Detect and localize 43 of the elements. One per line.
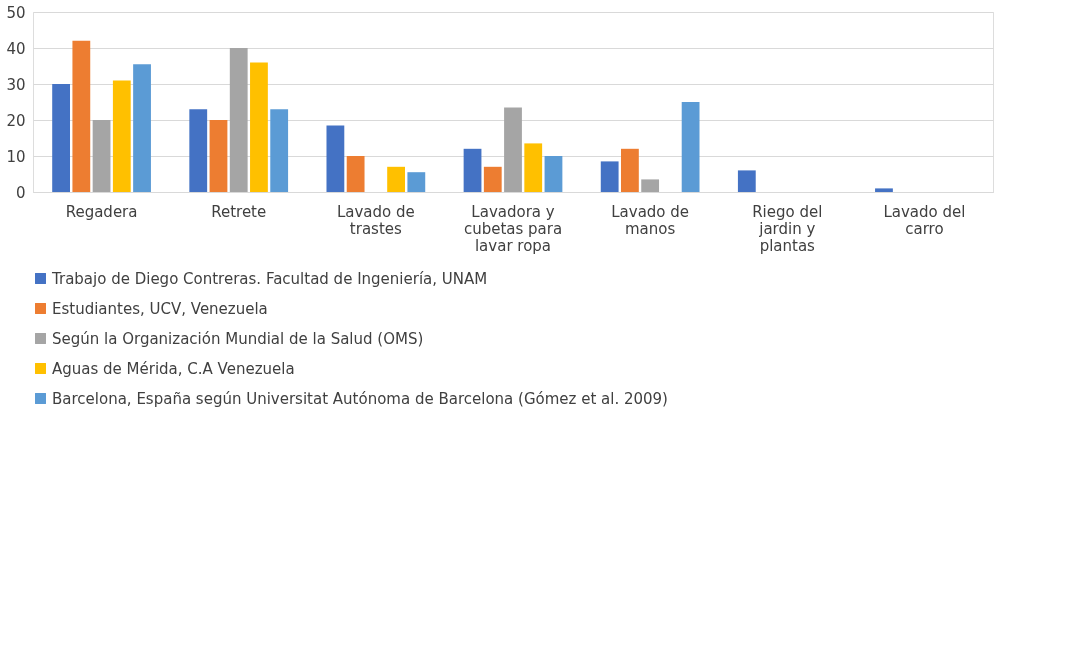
bar — [463, 148, 482, 192]
bar — [72, 40, 91, 192]
bar — [250, 62, 268, 192]
legend-label: Barcelona, España según Universitat Autónoma de Barcelona (Gómez et al. 2009) — [52, 389, 668, 408]
legend-label: Aguas de Mérida, C.A Venezuela — [52, 359, 295, 378]
bar — [326, 125, 345, 192]
y-tick-label: 40 — [6, 39, 26, 58]
bar — [387, 166, 405, 192]
bar — [737, 170, 756, 192]
y-tick-label: 30 — [6, 75, 26, 94]
bar — [407, 172, 426, 192]
bar — [875, 188, 893, 192]
bar — [600, 161, 619, 192]
legend-label: Trabajo de Diego Contreras. Facultad de Ingeniería, UNAM — [51, 269, 488, 288]
x-tick-label: Lavado de trastes — [336, 202, 415, 238]
x-tick-label: Lavado del carro — [883, 202, 966, 238]
legend-label: Según la Organización Mundial de la Salud (OMS) — [52, 329, 424, 348]
bar — [92, 120, 111, 192]
x-tick-label: Regadera — [65, 202, 138, 221]
bar — [483, 166, 502, 192]
bar — [229, 48, 248, 192]
x-tick-label: Lavadora y cubetas para lavar ropa — [463, 202, 563, 255]
bar — [189, 109, 208, 192]
bar — [209, 120, 228, 192]
x-tick-label: Riego del jardin y plantas — [752, 202, 823, 255]
bar — [524, 143, 543, 192]
legend-label: Estudiantes, UCV, Venezuela — [52, 299, 268, 318]
bar — [270, 109, 289, 192]
bar — [133, 64, 151, 192]
bar — [681, 102, 700, 192]
x-tick-label: Retrete — [211, 202, 267, 221]
y-tick-label: 50 — [6, 3, 26, 22]
bar — [346, 156, 365, 192]
bar — [544, 156, 563, 192]
x-tick-label: Lavado de manos — [611, 202, 690, 238]
bar — [112, 80, 131, 192]
bar — [621, 148, 639, 192]
bar — [504, 107, 522, 192]
y-tick-label: 20 — [6, 111, 26, 130]
bar — [641, 179, 660, 192]
y-tick-label: 0 — [15, 183, 26, 202]
y-tick-label: 10 — [6, 147, 26, 166]
bar — [52, 84, 71, 192]
